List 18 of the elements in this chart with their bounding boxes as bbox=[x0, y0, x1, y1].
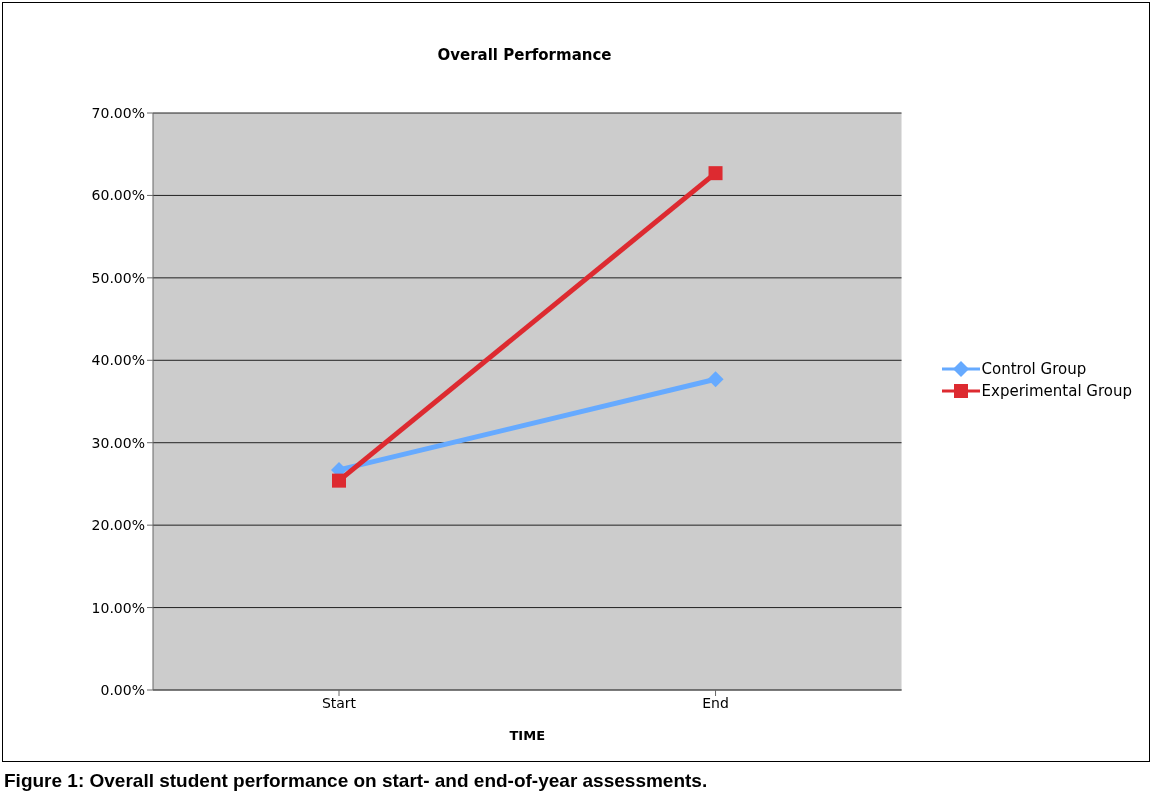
y-tick-label: 10.00% bbox=[91, 599, 145, 616]
y-tick-label: 60.00% bbox=[91, 187, 145, 204]
point bbox=[332, 473, 346, 488]
point bbox=[707, 371, 724, 388]
x-axis-title: TIME bbox=[509, 728, 546, 743]
caption: Figure 1: Overall student performance on start- and end-of-year assessments. bbox=[4, 770, 708, 792]
y-tick-label: 30.00% bbox=[91, 434, 145, 451]
y-tick-label: 50.00% bbox=[91, 269, 145, 286]
legend-label: Experimental Group bbox=[981, 382, 1132, 400]
legend-label: Control Group bbox=[981, 360, 1087, 378]
y-tick-label: 20.00% bbox=[91, 517, 145, 534]
point bbox=[708, 166, 723, 181]
x-tick-label: End bbox=[702, 694, 729, 711]
y-tick-label: 0.00% bbox=[100, 681, 145, 698]
x-tick-label: Start bbox=[321, 694, 357, 711]
chart-title: Overall Performance bbox=[436, 46, 613, 64]
y-tick-label: 70.00% bbox=[91, 104, 145, 121]
y-tick-label: 40.00% bbox=[91, 352, 145, 369]
